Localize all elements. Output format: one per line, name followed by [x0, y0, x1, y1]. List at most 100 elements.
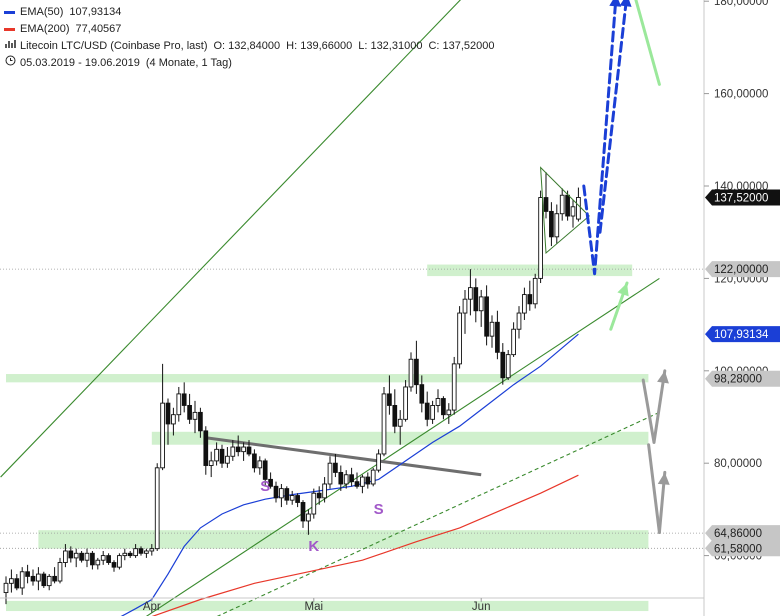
candle-6 — [30, 569, 36, 586]
ohlc-high: H: 139,66000 — [286, 40, 353, 52]
price-tag-bg — [705, 370, 780, 387]
price-tick-label-6: 160,00000 — [714, 89, 768, 101]
candle-47 — [252, 449, 257, 473]
trend-line-3 — [216, 411, 660, 616]
candle-body — [203, 430, 209, 466]
ohlc-open: O: 132,84000 — [213, 40, 281, 52]
candle-90 — [484, 285, 489, 346]
candle-66 — [354, 472, 360, 489]
candle-100 — [538, 190, 543, 284]
candle-12 — [63, 544, 68, 568]
candle-body — [354, 481, 360, 487]
support-zone-1 — [6, 374, 649, 383]
candle-96 — [516, 306, 522, 339]
instrument-name: Litecoin LTC/USD (Coinbase Pro, last) — [20, 40, 208, 52]
projection-path-1 — [582, 0, 618, 276]
price-tag-label: 107,93134 — [714, 329, 769, 341]
candle-body — [279, 488, 284, 499]
candle-body — [273, 485, 279, 499]
candle-69 — [370, 467, 376, 487]
ema200-value: 77,40567 — [75, 23, 122, 35]
price-tag-label: 98,28000 — [714, 374, 762, 386]
candle-105 — [565, 190, 570, 221]
candle-body — [316, 492, 322, 499]
candle-body — [176, 393, 182, 416]
candle-body — [554, 213, 560, 238]
candle-46 — [246, 440, 252, 457]
price-tag-label: 122,00000 — [714, 264, 768, 276]
candle-body — [144, 550, 149, 554]
period-range: 05.03.2019 - 19.06.2019 — [20, 57, 140, 69]
candle-27 — [144, 548, 149, 558]
candle-70 — [376, 449, 381, 473]
candle-51 — [273, 481, 279, 503]
candle-2 — [9, 569, 14, 593]
projection-path-8 — [647, 443, 661, 534]
candle-body — [451, 363, 457, 411]
candle-body — [484, 296, 489, 337]
legend-ema200: EMA(200) 77,40567 — [4, 21, 495, 38]
candle-body — [122, 552, 128, 557]
candle-body — [41, 573, 47, 587]
candle-body — [489, 321, 495, 337]
candle-28 — [149, 544, 155, 556]
candle-body — [408, 358, 414, 388]
candle-body — [424, 402, 430, 420]
candle-23 — [122, 548, 128, 561]
candle-54 — [289, 490, 295, 505]
candle-body — [246, 446, 252, 455]
candle-75 — [403, 380, 408, 422]
candle-48 — [257, 456, 263, 475]
candle-body — [559, 194, 565, 215]
candle-89 — [478, 289, 484, 327]
candle-body — [295, 495, 300, 503]
candle-body — [549, 210, 554, 238]
candle-body — [322, 483, 327, 499]
candle-7 — [36, 567, 41, 591]
candle-body — [306, 513, 311, 522]
candle-body — [576, 197, 581, 220]
candle-99 — [532, 273, 538, 309]
candle-79 — [424, 391, 430, 427]
triangle-outline — [540, 166, 590, 255]
clock-icon — [4, 55, 16, 72]
projection-path-5 — [634, 0, 661, 86]
price-axis: 60,0000080,00000100,00000120,00000140,00… — [703, 0, 768, 616]
candle-33 — [176, 386, 182, 422]
ema50-label: EMA(50) — [20, 6, 64, 18]
candle-body — [462, 298, 468, 314]
candle-body — [36, 573, 41, 582]
price-tag-bg — [705, 525, 780, 542]
candle-26 — [138, 546, 144, 556]
candle-41 — [219, 444, 225, 468]
time-tick-label-1: Apr — [143, 601, 161, 613]
chart-legend: EMA(50) 107,93134 EMA(200) 77,40567 Lite… — [4, 4, 495, 72]
candle-body — [333, 462, 338, 473]
candle-57 — [306, 509, 311, 535]
candle-body — [14, 578, 20, 589]
candle-body — [154, 467, 160, 550]
candle-body — [284, 488, 290, 501]
candle-body — [543, 197, 549, 212]
price-tags: 182,35000137,52000122,00000107,9313498,2… — [705, 189, 780, 557]
support-zone-4 — [6, 600, 649, 612]
candle-body — [127, 552, 133, 557]
candle-86 — [462, 289, 468, 334]
candle-16 — [84, 548, 90, 568]
candle-body — [516, 312, 522, 330]
candle-8 — [41, 571, 47, 588]
candle-32 — [171, 407, 176, 436]
candle-13 — [68, 546, 74, 563]
candle-body — [117, 555, 122, 568]
candle-67 — [360, 474, 365, 494]
candle-body — [262, 460, 268, 480]
support-zones — [6, 264, 649, 612]
ema200-label: EMA(200) — [20, 23, 70, 35]
candle-body — [138, 548, 144, 554]
candle-97 — [522, 287, 527, 320]
candle-102 — [549, 202, 554, 247]
candle-29 — [154, 463, 160, 551]
ema50-swatch — [4, 11, 15, 14]
projection-arrowhead-9 — [657, 472, 670, 485]
